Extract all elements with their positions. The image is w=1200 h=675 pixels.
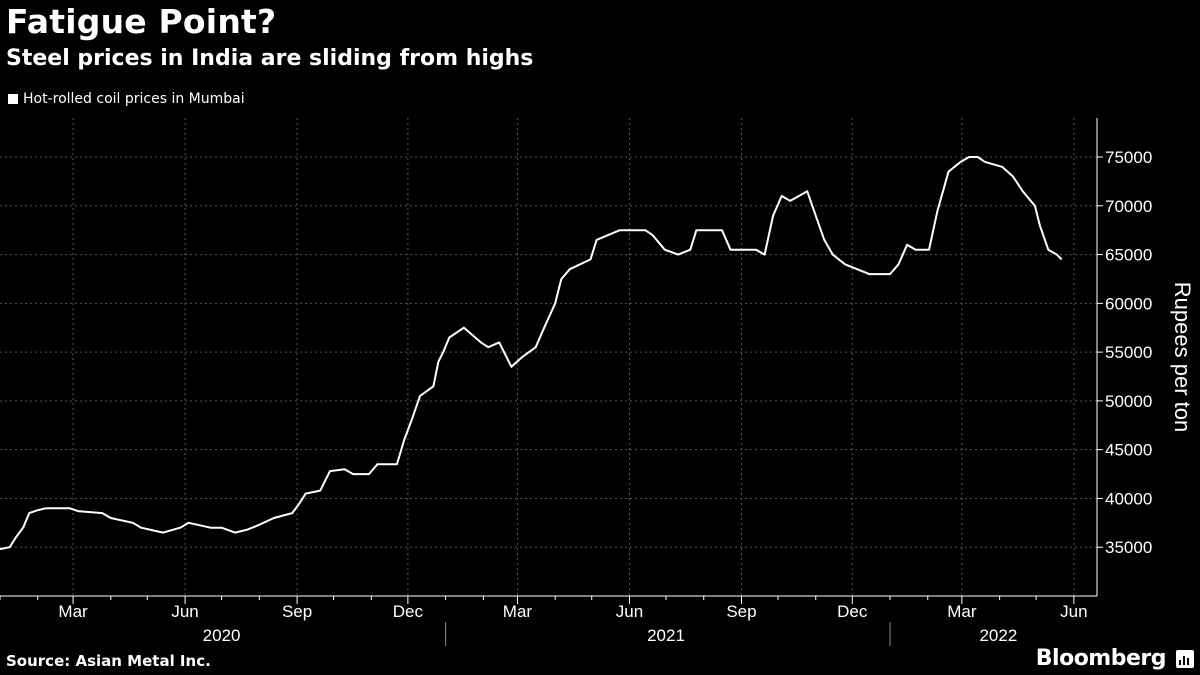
- y-tick-label: 70000: [1105, 197, 1152, 216]
- axes: 35000 40000 45000 50000 55000 60000 65000 70000…: [0, 118, 1152, 646]
- y-tick-label: 40000: [1105, 489, 1152, 508]
- y-axis-label: Rupees per ton: [1170, 282, 1195, 432]
- y-tick-label: 45000: [1105, 441, 1152, 460]
- gridlines: [0, 118, 1097, 596]
- legend-swatch: [8, 94, 18, 104]
- x-tick-label: Sep: [726, 602, 756, 621]
- chart-subtitle: Steel prices in India are sliding from h…: [6, 46, 534, 71]
- y-tick-label: 50000: [1105, 392, 1152, 411]
- x-tick-label: Sep: [282, 602, 312, 621]
- bloomberg-terminal-icon: [1176, 650, 1194, 668]
- x-tick-label: Jun: [1060, 602, 1087, 621]
- legend-label: Hot-rolled coil prices in Mumbai: [23, 91, 245, 107]
- brand-logo: Bloomberg: [1035, 646, 1167, 671]
- x-tick-label: Mar: [58, 602, 88, 621]
- series-layer: [0, 156, 1063, 551]
- chart-title: Fatigue Point?: [6, 2, 277, 41]
- source-note: Source: Asian Metal Inc.: [6, 652, 211, 670]
- x-tick-label: Jun: [616, 602, 643, 621]
- x-tick-label: Mar: [503, 602, 533, 621]
- y-tick-label: 75000: [1105, 148, 1152, 167]
- x-tick-label: Dec: [837, 602, 868, 621]
- year-label: 2021: [647, 626, 685, 645]
- year-label: 2022: [979, 626, 1017, 645]
- y-tick-label: 55000: [1105, 343, 1152, 362]
- x-tick-label: Mar: [947, 602, 977, 621]
- y-tick-label: 65000: [1105, 246, 1152, 265]
- series-line: [0, 156, 1063, 551]
- y-tick-label: 35000: [1105, 538, 1152, 557]
- year-label: 2020: [203, 626, 241, 645]
- legend: Hot-rolled coil prices in Mumbai: [8, 91, 245, 107]
- y-tick-label: 60000: [1105, 294, 1152, 313]
- x-tick-label: Dec: [393, 602, 424, 621]
- x-tick-label: Jun: [171, 602, 198, 621]
